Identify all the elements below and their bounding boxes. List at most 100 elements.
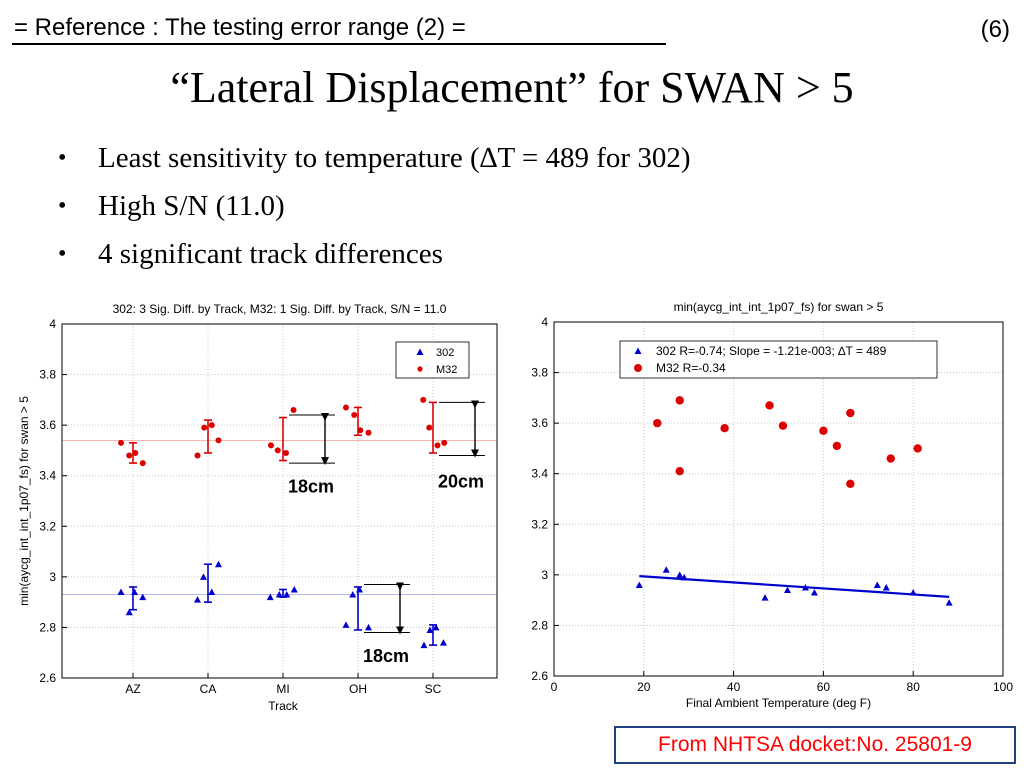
data-point-triangle	[676, 571, 684, 578]
data-point-dot	[351, 412, 358, 419]
data-point-triangle	[680, 573, 688, 581]
data-point-triangle	[342, 621, 350, 628]
data-point-dot	[365, 429, 372, 436]
chart2-ytick-label: 2.6	[531, 669, 548, 683]
data-point-triangle	[208, 588, 216, 596]
reference-title: = Reference : The testing error range (2…	[14, 14, 466, 41]
annotation-label: 20cm	[438, 471, 484, 491]
data-point-dot	[215, 437, 222, 444]
data-point-triangle	[139, 593, 147, 601]
data-point-dot	[434, 442, 441, 449]
data-point-dot	[343, 404, 349, 411]
data-point-triangle	[882, 584, 890, 591]
data-point-dot	[720, 424, 729, 433]
chart2-ytick-label: 3.4	[531, 467, 548, 481]
data-point-triangle	[125, 608, 133, 616]
data-point-triangle	[440, 639, 447, 646]
chart1-legend-label: M32	[436, 364, 457, 376]
data-point-dot	[886, 454, 895, 463]
slide-number: (6)	[980, 16, 1010, 43]
data-point-triangle	[365, 623, 372, 631]
data-point-dot	[675, 396, 684, 405]
data-point-triangle	[416, 348, 424, 355]
chart1-axes-frame	[61, 323, 498, 679]
chart2-xtick-label: 80	[907, 680, 921, 694]
chart1-xtick-label: CA	[200, 682, 217, 696]
data-point-triangle	[283, 591, 291, 598]
bullet-text: Least sensitivity to temperature (∆T = 4…	[98, 141, 691, 174]
bullet-item: • High S/N (11.0)	[58, 182, 690, 230]
data-point-dot	[132, 449, 139, 456]
chart1-ytick-label: 2.8	[39, 620, 56, 634]
data-point-dot	[819, 426, 828, 435]
data-point-triangle	[810, 589, 818, 596]
chart2-legend	[619, 340, 938, 379]
data-point-triangle	[215, 560, 222, 568]
source-note: From NHTSA docket:No. 25801-9	[614, 726, 1016, 764]
data-point-dot	[846, 408, 855, 418]
chart1-title: 302: 3 Sig. Diff. by Track, M32: 1 Sig. …	[113, 302, 447, 316]
data-point-dot	[268, 442, 274, 449]
data-point-triangle	[761, 594, 769, 601]
chart1-ytick-label: 3.4	[39, 469, 56, 483]
data-point-triangle	[349, 591, 357, 598]
data-point-triangle	[783, 586, 791, 594]
data-point-dot	[675, 466, 684, 476]
chart2-title: min(aycg_int_int_1p07_fs) for swan > 5	[674, 300, 884, 314]
reference-underline	[12, 43, 666, 45]
data-point-dot	[846, 479, 855, 489]
annotation-label: 18cm	[363, 646, 409, 666]
chart1-ytick-label: 3.6	[39, 418, 56, 432]
chart2-ytick-label: 3.8	[531, 366, 548, 380]
data-point-dot	[283, 449, 289, 456]
data-point-dot	[290, 406, 297, 413]
data-point-dot	[417, 366, 423, 372]
chart2-xtick-label: 40	[727, 680, 741, 694]
data-point-dot	[426, 424, 433, 431]
data-point-triangle	[117, 588, 125, 596]
data-point-dot	[201, 424, 208, 431]
data-point-dot	[832, 441, 842, 451]
data-point-triangle	[356, 586, 363, 593]
data-point-dot	[653, 418, 662, 428]
chart1-ylabel: min(aycg_int_int_1p07_fs) for swan > 5	[17, 396, 31, 606]
chart2-fit-line	[639, 575, 950, 598]
chart2-ytick-label: 4	[541, 315, 548, 329]
chart2-xtick-label: 100	[993, 680, 1013, 694]
chart1-ytick-label: 3.8	[39, 368, 56, 382]
chart2-xtick-label: 0	[551, 680, 558, 694]
data-point-triangle	[635, 581, 643, 588]
data-point-dot	[208, 422, 215, 429]
chart1-xtick-label: SC	[425, 682, 442, 696]
bullet-list: • Least sensitivity to temperature (∆T = …	[58, 134, 690, 278]
data-point-triangle	[290, 586, 298, 593]
chart1-ytick-label: 3.2	[39, 519, 56, 533]
chart2-ytick-label: 3.2	[531, 517, 548, 531]
data-point-dot	[357, 427, 364, 434]
data-point-triangle	[200, 573, 207, 580]
data-point-dot	[139, 460, 146, 467]
data-point-triangle	[275, 591, 283, 598]
data-point-triangle	[945, 599, 953, 606]
data-point-triangle	[266, 593, 274, 601]
data-point-triangle	[801, 584, 809, 591]
chart2-legend-label: M32 R=-0.34	[656, 361, 726, 375]
chart1-ytick-label: 2.6	[39, 671, 56, 685]
bullet-item: • 4 significant track differences	[58, 230, 690, 278]
chart2-xlabel: Final Ambient Temperature (deg F)	[686, 696, 871, 710]
chart2-ytick-label: 2.8	[531, 618, 548, 632]
data-point-dot	[194, 452, 201, 459]
bullet-text: 4 significant track differences	[98, 237, 443, 270]
data-point-dot	[441, 439, 448, 446]
chart1-legend-label: 302	[436, 347, 454, 359]
data-point-dot	[778, 421, 788, 430]
slide-title: “Lateral Displacement” for SWAN > 5	[170, 63, 854, 112]
data-point-dot	[420, 396, 427, 403]
chart1-ytick-label: 4	[49, 317, 56, 331]
data-point-triangle	[432, 623, 440, 631]
data-point-triangle	[873, 581, 881, 588]
chart2-ytick-label: 3	[541, 568, 548, 582]
chart2-plot-area	[554, 322, 1003, 676]
bullet-dot-icon: •	[58, 240, 67, 267]
